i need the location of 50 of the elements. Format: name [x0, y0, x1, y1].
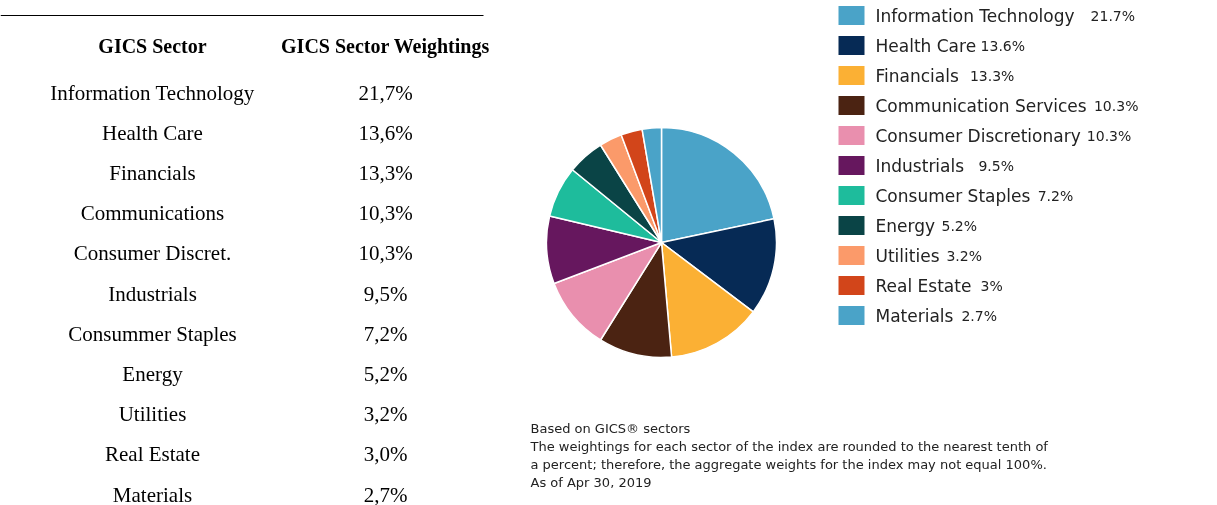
category-label: Materials [112, 482, 193, 505]
legend-label: Consumer Staples [875, 185, 1031, 206]
data-label: 21.7% [1090, 7, 1136, 24]
data-label: 10.3% [1086, 127, 1132, 144]
legend-label: Real Estate [875, 275, 972, 296]
category-label: Real Estate [104, 442, 201, 467]
text: 10,3% [358, 241, 413, 266]
data-label: 3.2% [946, 247, 983, 264]
text: 13,3% [358, 160, 413, 185]
legend-label: Health Care [875, 35, 977, 56]
text: 21,7% [358, 80, 413, 105]
text: a percent; therefore, the aggregate weights for the index may not equal 100%. [530, 457, 1047, 472]
data-label: 9.5% [978, 157, 1014, 174]
legend-label: Financials [875, 65, 959, 86]
text: 3,0% [363, 442, 408, 467]
legend-label: Industrials [875, 155, 965, 176]
legend-label: Communication Services [875, 95, 1087, 116]
data-label: 2.7% [961, 307, 997, 324]
text: 3,2% [363, 402, 408, 427]
text: GICS Sector Weightings [281, 34, 490, 58]
text: 9,5% [363, 281, 408, 306]
category-label: Health Care [102, 120, 203, 145]
category-label: Industrials [108, 281, 197, 306]
data-label: 3% [980, 277, 1003, 294]
text: 5,2% [363, 361, 408, 386]
category-label: Communications [80, 201, 225, 226]
category-label: Consummer Staples [68, 321, 237, 346]
data-label: 13.3% [969, 67, 1015, 84]
legend-label: Consumer Discretionary [875, 125, 1081, 146]
text: 7,2% [363, 321, 408, 346]
text: 10,3% [358, 201, 413, 226]
data-label: 5.2% [941, 217, 978, 234]
data-label: 13.6% [980, 37, 1026, 54]
legend-label: Utilities [875, 245, 940, 266]
legend-label: Materials [875, 305, 954, 326]
text: GICS Sector [98, 34, 207, 57]
text: As of Apr 30, 2019 [530, 475, 652, 490]
category-label: Information Technology [50, 80, 255, 105]
data-label: 10.3% [1093, 97, 1139, 114]
text: The weightings for each sector of the index are rounded to the nearest tenth of [529, 439, 1049, 454]
category-label: Energy [122, 361, 184, 386]
legend-label: Energy [875, 215, 936, 236]
data-label: 7.2% [1037, 187, 1074, 204]
category-label: Financials [109, 160, 196, 185]
text: Based on GICS® sectors [530, 421, 691, 436]
category-label: Consumer Discret. [73, 241, 232, 266]
category-label: Utilities [118, 402, 187, 427]
text: 2,7% [363, 482, 408, 505]
text: 13,6% [358, 120, 413, 145]
legend-label: Information Technology [875, 5, 1075, 26]
